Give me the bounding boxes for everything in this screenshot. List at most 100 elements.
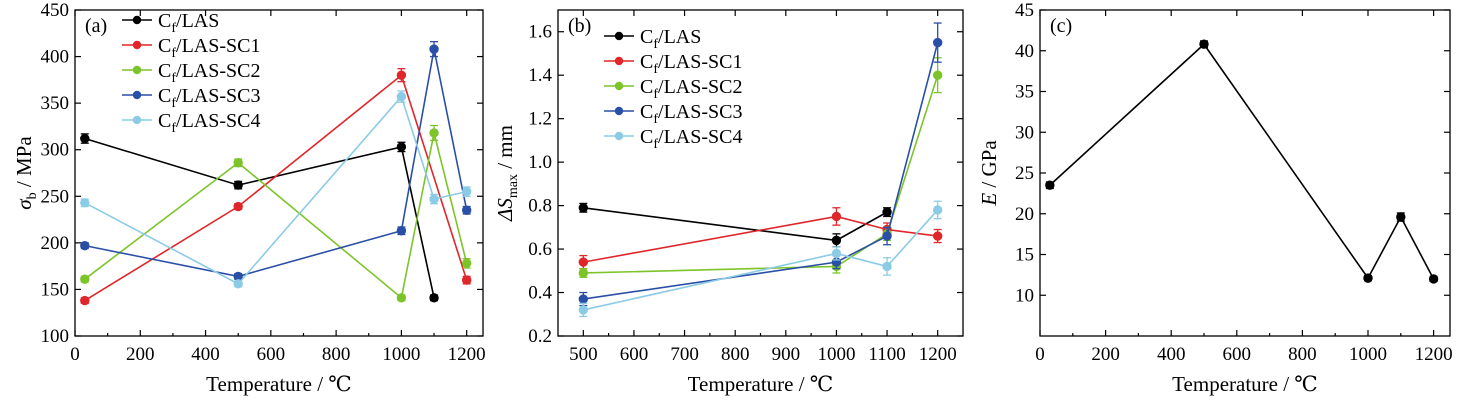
data-point	[882, 231, 892, 241]
series-cf-las-sc1	[80, 68, 472, 306]
data-point	[932, 205, 943, 215]
y-tick-label: 250	[41, 186, 70, 207]
panel-label: (a)	[85, 15, 107, 37]
data-point	[882, 261, 892, 272]
y-tick-label: 0.2	[528, 326, 552, 347]
series-line	[583, 74, 939, 274]
x-tick-label: 1000	[1349, 344, 1387, 365]
data-point	[233, 180, 243, 190]
data-point	[831, 235, 842, 246]
data-point	[932, 70, 943, 80]
data-point	[461, 205, 472, 215]
x-tick-label: 0	[1035, 344, 1045, 365]
x-tick-label: 1100	[868, 344, 905, 365]
x-axis-label: Temperature / ℃	[688, 372, 834, 396]
data-point	[429, 128, 439, 138]
series-cf-las	[80, 133, 439, 303]
legend-label: Cf/LAS	[158, 10, 219, 36]
legend-label: Cf/LAS	[640, 26, 701, 52]
data-point	[396, 70, 407, 80]
data-point	[461, 186, 472, 197]
data-point	[396, 293, 407, 303]
x-tick-label: 200	[1091, 344, 1120, 365]
legend-label: Cf/LAS-SC2	[158, 60, 260, 86]
series-line	[84, 132, 468, 300]
x-tick-label: 800	[1288, 344, 1317, 365]
x-tick-label: 1200	[1415, 344, 1453, 365]
y-tick-label: 1.0	[528, 152, 552, 173]
series-line	[583, 42, 939, 300]
y-tick-label: 15	[1015, 245, 1034, 266]
data-point	[1396, 212, 1406, 222]
data-point	[233, 279, 243, 289]
data-point	[80, 198, 90, 208]
y-tick-label: 0.6	[528, 239, 552, 260]
series-line	[84, 73, 468, 302]
y-tick-label: 150	[41, 279, 70, 300]
data-point	[80, 240, 90, 251]
plot-frame	[74, 9, 484, 337]
series-cf-las-sc4	[80, 90, 472, 289]
x-tick-label: 1000	[382, 344, 420, 365]
y-axis-label: E / GPa	[977, 140, 1001, 207]
chart-panel-b: 500 600 700 800 900 1000 1100 1200 0.2 0.4 0.6 0.8 1…	[493, 9, 964, 396]
legend-swatch-marker	[614, 56, 624, 66]
data-point	[1363, 273, 1373, 283]
x-tick-label: 700	[670, 344, 699, 365]
data-point	[429, 44, 439, 54]
x-tick-label: 400	[1157, 344, 1186, 365]
data-point	[831, 211, 842, 222]
series-modulus	[1045, 39, 1439, 284]
y-tick-label: 0.8	[528, 196, 552, 217]
series-line	[583, 209, 939, 311]
y-tick-label: 35	[1015, 82, 1034, 103]
series-cf-las	[578, 202, 892, 248]
x-tick-label: 800	[721, 344, 750, 365]
data-point	[578, 294, 589, 304]
data-point	[461, 258, 472, 269]
data-point	[80, 295, 90, 306]
x-axis-label: Temperature / ℃	[1172, 372, 1318, 396]
y-tick-label: 40	[1015, 41, 1034, 62]
data-point	[396, 226, 407, 236]
data-point	[932, 37, 943, 48]
data-point	[578, 305, 589, 315]
panel-label: (c)	[1050, 15, 1072, 37]
series-line	[583, 215, 938, 263]
series-cf-las-sc2	[80, 124, 472, 303]
x-tick-label: 200	[126, 344, 155, 365]
data-point	[80, 274, 90, 284]
y-tick-label: 300	[41, 140, 70, 161]
data-point	[932, 231, 943, 241]
data-point	[578, 257, 589, 267]
x-tick-label: 1200	[919, 344, 957, 365]
y-tick-label: 1.4	[528, 65, 552, 86]
legend-swatch-marker	[132, 40, 142, 50]
legend-swatch-marker	[132, 90, 142, 100]
legend: Cf/LASCf/LAS-SC1Cf/LAS-SC2Cf/LAS-SC3Cf/L…	[122, 10, 260, 136]
legend-swatch-marker	[132, 65, 142, 75]
y-tick-label: 1.6	[528, 22, 552, 43]
data-point	[1428, 274, 1439, 284]
x-tick-label: 1000	[817, 344, 855, 365]
legend-label: Cf/LAS-SC3	[640, 101, 742, 127]
x-tick-label: 900	[772, 344, 801, 365]
legend-label: Cf/LAS-SC2	[640, 76, 742, 102]
series-line	[84, 48, 468, 278]
chart-panel-c: 0 200 400 600 800 1000 1200 10 15 20 25 30 35 40 45 Tem…	[977, 0, 1453, 396]
y-tick-label: 400	[41, 47, 70, 68]
x-tick-label: 600	[257, 344, 286, 365]
data-point	[578, 203, 589, 213]
data-point	[233, 158, 243, 168]
data-point	[1045, 180, 1055, 190]
legend-swatch-marker	[614, 106, 624, 116]
plot-frame	[1039, 9, 1451, 337]
legend-swatch-marker	[132, 115, 142, 125]
legend-label: Cf/LAS-SC1	[158, 35, 260, 61]
x-tick-label: 500	[569, 344, 598, 365]
x-tick-label: 600	[620, 344, 649, 365]
legend-swatch-marker	[614, 81, 624, 91]
data-point	[233, 201, 243, 212]
y-tick-label: 30	[1015, 122, 1034, 143]
